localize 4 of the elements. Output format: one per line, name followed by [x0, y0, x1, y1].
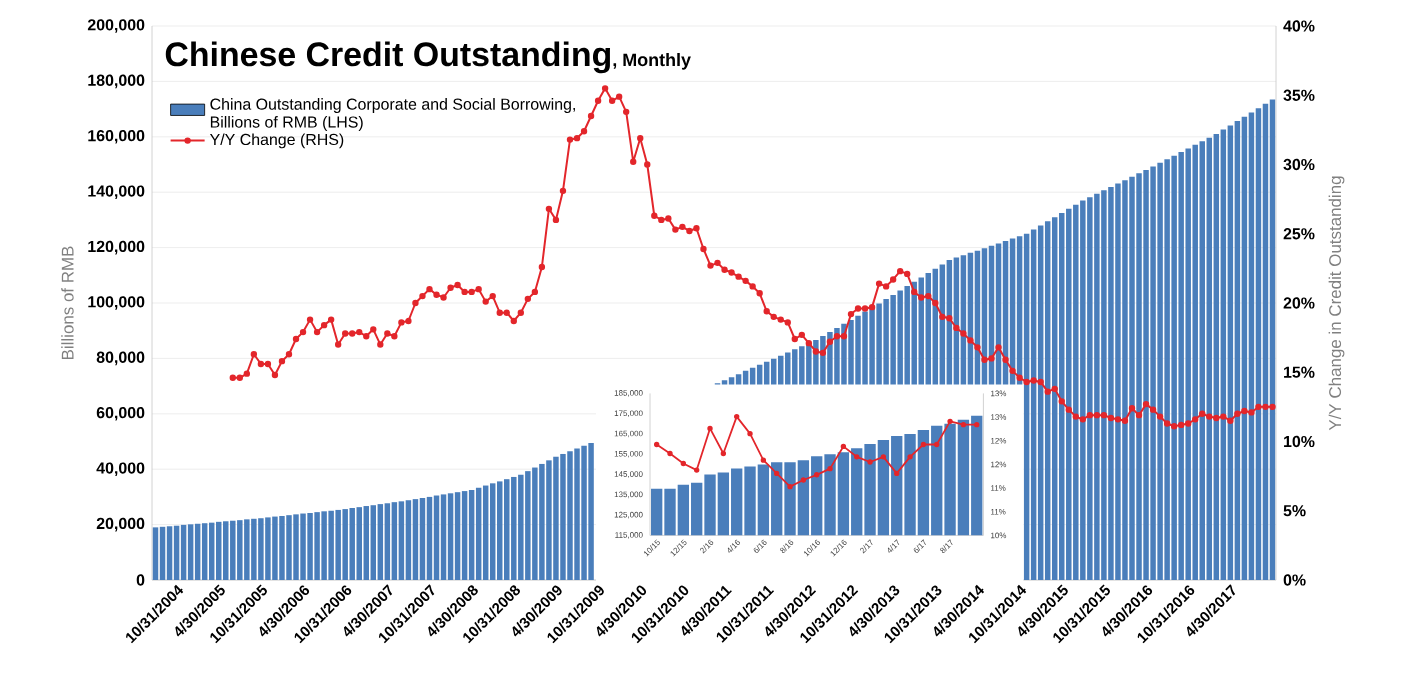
y2-axis-title: Y/Y Change in Credit Outstanding [1328, 176, 1345, 431]
y-axis-title: Billions of RMB [61, 246, 74, 360]
chart-title: Chinese Credit Outstanding [165, 41, 611, 74]
text: , Monthly [613, 52, 691, 70]
